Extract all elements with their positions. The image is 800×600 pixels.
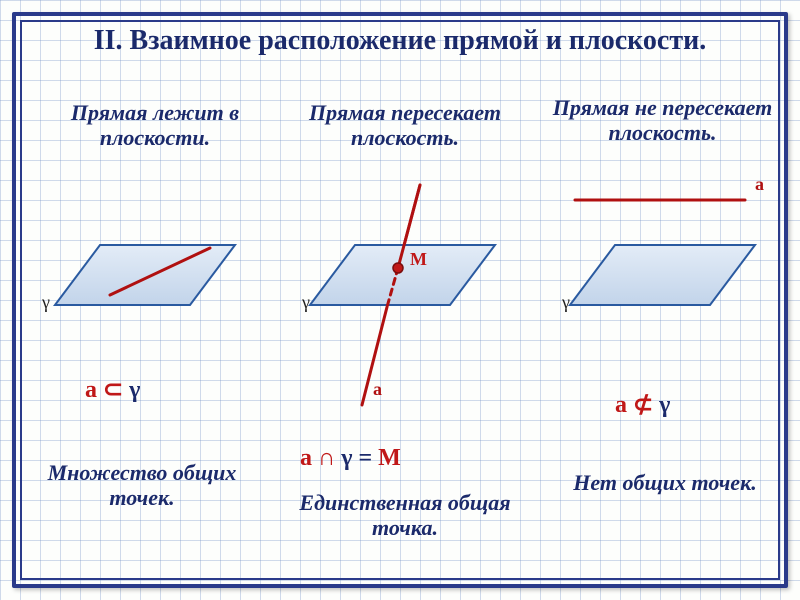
svg-text:γ: γ: [561, 292, 570, 312]
slide-title: II. Взаимное расположение прямой и плоск…: [40, 24, 760, 58]
diagram-line-intersects-plane: γ Ма: [280, 180, 520, 430]
svg-text:γ: γ: [301, 292, 310, 312]
col2-heading: Прямая пересекает плоскость.: [295, 100, 515, 151]
formula-line-in-plane: a ⊂ γ: [85, 375, 140, 404]
svg-text:а: а: [373, 379, 382, 399]
formula-line-intersects-plane: a ∩ γ = М: [300, 445, 401, 472]
caption-line-parallel-plane: Нет общих точек.: [555, 470, 775, 495]
diagram-line-in-plane: γа: [30, 230, 250, 340]
caption-line-in-plane: Множество общих точек.: [37, 460, 247, 511]
svg-text:М: М: [410, 249, 427, 269]
col3-heading: Прямая не пересекает плоскость.: [550, 95, 775, 146]
col1-heading: Прямая лежит в плоскости.: [55, 100, 255, 151]
formula-line-parallel-plane: a ⊄ γ: [615, 390, 670, 419]
caption-line-intersects-plane: Единственная общая точка.: [280, 490, 530, 541]
svg-text:γ: γ: [41, 292, 50, 312]
svg-text:а: а: [755, 180, 764, 194]
diagram-line-parallel-plane: γа: [540, 180, 780, 340]
